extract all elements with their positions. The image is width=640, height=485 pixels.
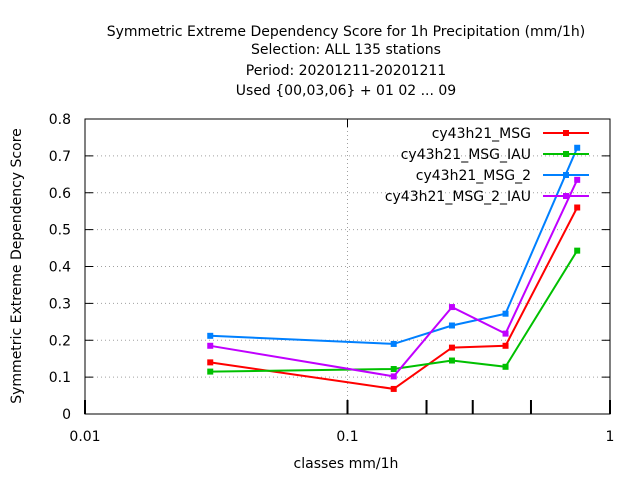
legend: cy43h21_MSG cy43h21_MSG_IAU cy43h21_MSG_2c… [385, 126, 589, 205]
legend-entry: cy43h21_MSG_2_IAU [385, 189, 589, 205]
legend-entry: cy43h21_MSG_IAU [401, 147, 589, 163]
x-tick-labels: 0.01 0.1 1 [69, 429, 614, 445]
legend-label: cy43h21_MSG_2 [416, 168, 531, 184]
series-layer [207, 144, 581, 392]
x-tick-label: 0.1 [336, 429, 358, 445]
data-point [502, 342, 509, 349]
legend-entry: cy43h21_MSG_2 [416, 168, 589, 184]
chart-title-line-1: Symmetric Extreme Dependency Score for 1… [107, 24, 586, 40]
y-tick-label: 0.2 [49, 333, 71, 349]
legend-label: cy43h21_MSG_2_IAU [385, 189, 531, 205]
legend-swatch-marker [563, 193, 569, 199]
data-point [502, 363, 509, 370]
data-point [390, 373, 397, 380]
y-tick-label: 0 [62, 407, 71, 423]
chart-title: Symmetric Extreme Dependency Score for 1… [107, 24, 586, 99]
data-point [390, 340, 397, 347]
legend-swatch-marker [563, 130, 569, 136]
y-tick-label: 0.6 [49, 186, 71, 202]
data-point [448, 344, 455, 351]
series-cy43h21_MSG_2 [207, 144, 581, 347]
series-cy43h21_MSG [207, 204, 581, 392]
y-tick-labels: 0 0.1 0.2 0.3 0.4 0.5 0.6 0.7 0.8 [49, 112, 71, 423]
legend-swatch-marker [563, 151, 569, 157]
y-tick-label: 0.3 [49, 296, 71, 312]
x-tick-label: 0.01 [69, 429, 100, 445]
chart-title-line-3: Period: 20201211-20201211 [246, 63, 446, 79]
axis-ticks [84, 118, 611, 415]
data-point [574, 204, 581, 211]
series-cy43h21_MSG_IAU [207, 247, 581, 375]
y-tick-label: 0.4 [49, 260, 71, 276]
data-point [574, 176, 581, 183]
data-point [448, 357, 455, 364]
legend-label: cy43h21_MSG_IAU [401, 147, 531, 163]
legend-label: cy43h21_MSG [432, 126, 531, 142]
data-point [502, 330, 509, 337]
x-tick-label: 1 [606, 429, 615, 445]
y-tick-label: 0.7 [49, 149, 71, 165]
y-tick-label: 0.8 [49, 112, 71, 128]
chart-title-line-2: Selection: ALL 135 stations [251, 42, 441, 58]
chart-title-line-4: Used {00,03,06} + 01 02 ... 09 [236, 83, 456, 99]
data-point [574, 144, 581, 151]
x-axis-label: classes mm/1h [294, 456, 399, 472]
y-tick-label: 0.5 [49, 223, 71, 239]
data-point [207, 359, 214, 366]
y-axis-label: Symmetric Extreme Dependency Score [9, 128, 25, 404]
y-tick-label: 0.1 [49, 370, 71, 386]
series-line [210, 250, 579, 373]
series-cy43h21_MSG_2_IAU [207, 176, 581, 380]
data-point [574, 247, 581, 254]
data-point [390, 385, 397, 392]
data-point [448, 304, 455, 311]
legend-swatch-marker [563, 172, 569, 178]
data-point [390, 366, 397, 373]
data-point [207, 332, 214, 339]
data-point [502, 310, 509, 317]
data-point [448, 322, 455, 329]
data-point [207, 342, 214, 349]
data-point [207, 368, 214, 375]
legend-entry: cy43h21_MSG [432, 126, 589, 142]
